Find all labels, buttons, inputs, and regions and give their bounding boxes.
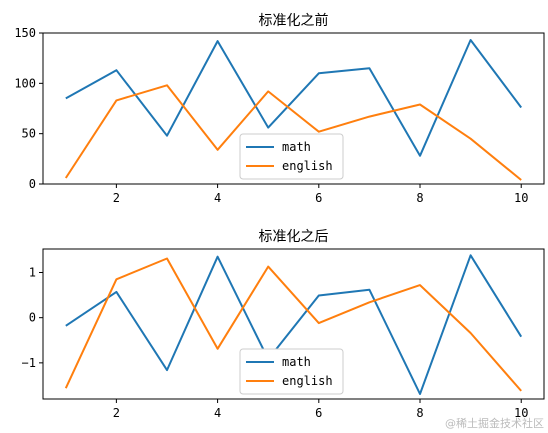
x-tick-label: 10 [514,406,528,420]
legend-label-english: english [282,374,333,388]
legend-label-math: math [282,140,311,154]
y-tick-label: 1 [29,265,36,279]
axes-frame [42,248,545,400]
x-tick-label: 10 [514,191,528,205]
y-tick-label: 50 [22,127,36,141]
y-tick-label: 0 [29,177,36,191]
legend: math english [239,133,344,180]
x-tick-label: 2 [113,406,120,420]
watermark-text: @稀土掘金技术社区 [445,416,544,430]
y-tick-label: −1 [22,356,36,370]
legend-box [239,133,344,180]
legend-label-math: math [282,355,311,369]
x-tick-label: 6 [315,191,322,205]
x-tick-label: 8 [416,191,423,205]
series-line-math [65,39,523,157]
x-tick-label: 4 [214,191,221,205]
series-line-math [65,254,523,395]
chart-title: 标准化之前 [259,12,329,29]
axes-frame [42,32,545,185]
x-tick-label: 6 [315,406,322,420]
legend-box [239,348,344,395]
y-tick-label: 100 [14,76,36,90]
legend: math english [239,348,344,395]
x-tick-label: 8 [416,406,423,420]
x-tick-label: 2 [113,191,120,205]
legend-label-english: english [282,159,333,173]
chart-title: 标准化之后 [259,229,329,245]
series-line-english [64,257,522,392]
chart-after-standardization: 标准化之后 2 4 6 8 10 −1 0 1 math english [22,229,545,420]
y-tick-label: 0 [29,311,36,325]
y-tick-label: 150 [14,26,36,40]
x-tick-label: 4 [214,406,221,420]
series-line-english [64,84,522,181]
